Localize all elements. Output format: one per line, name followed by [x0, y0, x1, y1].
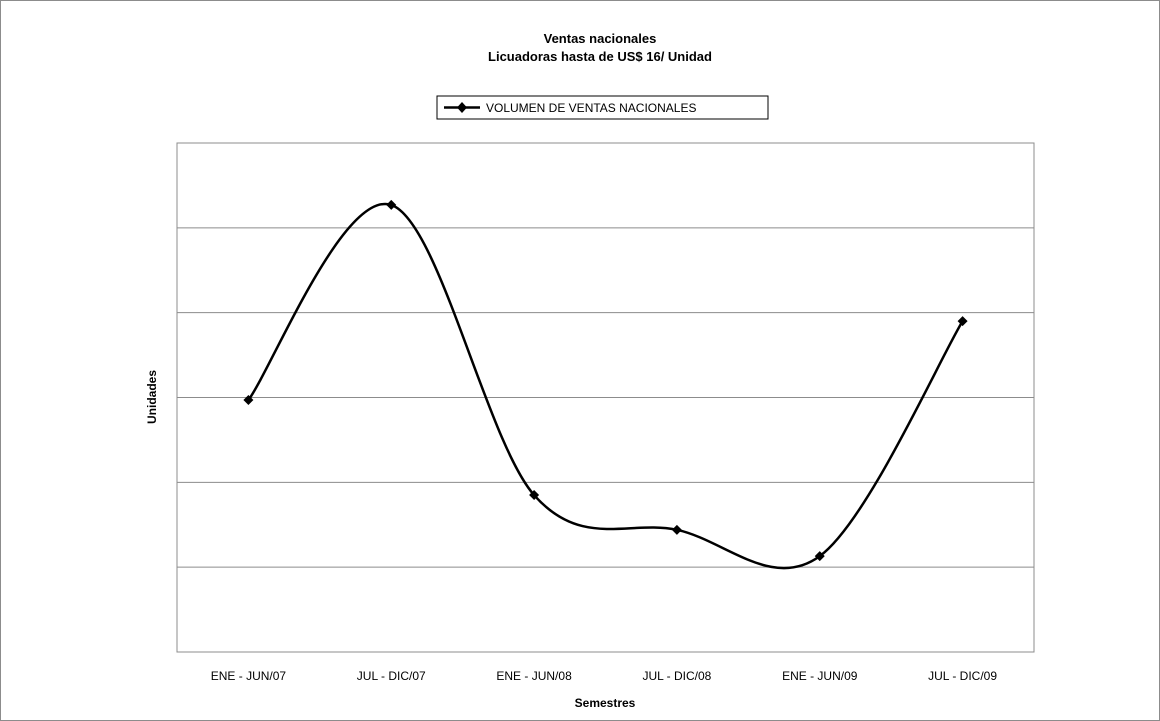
- data-point-marker: [243, 395, 254, 406]
- legend-label: VOLUMEN DE VENTAS NACIONALES: [486, 101, 697, 115]
- data-point-marker: [529, 490, 540, 501]
- x-tick-label: JUL - DIC/09: [928, 669, 997, 683]
- x-tick-label: ENE - JUN/09: [782, 669, 858, 683]
- y-axis-title: Unidades: [145, 370, 159, 424]
- legend-marker-icon: [457, 102, 467, 113]
- x-tick-label: JUL - DIC/07: [357, 669, 426, 683]
- data-point-marker: [386, 199, 397, 210]
- plot-area: [176, 142, 1035, 653]
- legend-box: [436, 95, 769, 120]
- x-tick-label: ENE - JUN/08: [496, 669, 572, 683]
- x-tick-label: JUL - DIC/08: [642, 669, 711, 683]
- data-point-marker: [957, 316, 968, 327]
- series-markers: [243, 199, 968, 562]
- x-tick-label: ENE - JUN/07: [211, 669, 287, 683]
- gridlines: [177, 227, 1034, 568]
- data-point-marker: [671, 524, 682, 535]
- x-axis-ticks: ENE - JUN/07 JUL - DIC/07 ENE - JUN/08 JUL …: [211, 669, 998, 683]
- data-point-marker: [814, 551, 825, 562]
- x-axis-title: Semestres: [575, 696, 636, 710]
- series-line: [247, 202, 964, 570]
- chart-subtitle: Licuadoras hasta de US$ 16/ Unidad: [488, 49, 712, 64]
- legend: VOLUMEN DE VENTAS NACIONALES: [436, 95, 769, 120]
- chart-title: Ventas nacionales: [544, 31, 657, 46]
